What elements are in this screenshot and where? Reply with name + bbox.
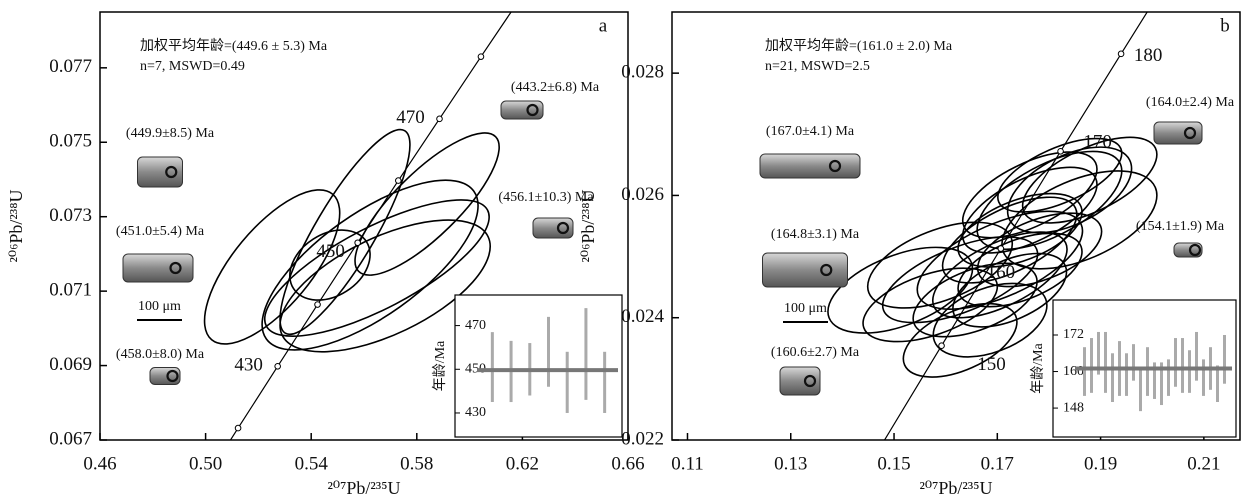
zircon-grain <box>123 254 193 282</box>
x-tick-label: 0.13 <box>774 453 807 474</box>
x-axis-label: ²⁰⁷Pb/²³⁵U <box>328 478 401 498</box>
inset-y-label: 年龄/Ma <box>1030 342 1046 393</box>
concordia-node <box>478 54 484 60</box>
concordia-age-label: 150 <box>977 354 1006 375</box>
concordia-node <box>315 302 321 308</box>
annotation: n=7, MSWD=0.49 <box>140 59 245 74</box>
x-tick-label: 0.21 <box>1187 453 1220 474</box>
concordia-age-label: 470 <box>396 107 425 128</box>
inset-tick-label: 160 <box>1063 364 1084 379</box>
zircon-age-label: (160.6±2.7) Ma <box>771 345 860 360</box>
concordia-age-label: 450 <box>316 241 345 262</box>
zircon-grain <box>760 154 860 178</box>
zircon-age-label: (451.0±5.4) Ma <box>116 224 205 239</box>
zircon-age-label: (154.1±1.9) Ma <box>1136 219 1225 234</box>
annotation: 加权平均年龄=(161.0 ± 2.0) Ma <box>765 38 953 54</box>
annotation: n=21, MSWD=2.5 <box>765 59 870 74</box>
x-tick-label: 0.66 <box>611 453 644 474</box>
concordia-age-label: 430 <box>234 355 263 376</box>
y-tick-label: 0.024 <box>621 306 664 327</box>
inset-tick-label: 148 <box>1063 400 1084 415</box>
zircon-grain <box>763 253 848 287</box>
zircon-age-label: (164.0±2.4) Ma <box>1146 95 1235 110</box>
zircon-age-label: (167.0±4.1) Ma <box>766 124 855 139</box>
zircon-grain <box>150 368 180 385</box>
panel-letter: b <box>1220 15 1230 36</box>
concordia-age-label: 180 <box>1134 45 1163 66</box>
concordia-node <box>275 364 281 370</box>
scale-bar-label: 100 μm <box>138 299 181 314</box>
error-ellipse <box>260 116 431 349</box>
y-tick-label: 0.077 <box>49 56 92 77</box>
inset-tick-label: 172 <box>1063 327 1084 342</box>
x-axis-label: ²⁰⁷Pb/²³⁵U <box>920 478 993 498</box>
error-ellipse <box>181 169 362 365</box>
zircon-age-label: (458.0±8.0) Ma <box>116 347 205 362</box>
concordia-node <box>437 116 443 122</box>
concordia-node <box>880 440 886 446</box>
y-tick-label: 0.069 <box>49 354 92 375</box>
x-tick-label: 0.58 <box>400 453 433 474</box>
annotation: 加权平均年龄=(449.6 ± 5.3) Ma <box>140 38 328 54</box>
figure: 0.46 0.50 0.54 0.58 0.62 0.66 0.067 0.069 0.071 0… <box>0 0 1253 499</box>
x-tick-label: 0.46 <box>83 453 116 474</box>
y-tick-label: 0.022 <box>621 428 664 449</box>
zircon-age-label: (164.8±3.1) Ma <box>771 227 860 242</box>
concordia-node <box>939 343 945 349</box>
x-tick-label: 0.54 <box>295 453 329 474</box>
x-tick-label: 0.62 <box>506 453 539 474</box>
inset-tick-label: 470 <box>465 318 486 333</box>
y-tick-label: 0.067 <box>49 428 92 449</box>
panel-letter: a <box>599 15 608 36</box>
concordia-node <box>1118 51 1124 57</box>
concordia-node <box>355 240 361 246</box>
y-tick-label: 0.071 <box>49 279 92 300</box>
zircon-age-label: (449.9±8.5) Ma <box>126 126 215 141</box>
x-tick-label: 0.11 <box>671 453 704 474</box>
concordia-node <box>235 425 241 431</box>
inset-y-label: 年龄/Ma <box>432 340 448 391</box>
y-tick-label: 0.073 <box>49 205 92 226</box>
concordia-age-label: 170 <box>1083 132 1112 153</box>
x-tick-label: 0.15 <box>877 453 910 474</box>
concordia-node <box>396 178 402 184</box>
concordia-node <box>998 246 1004 252</box>
y-tick-label: 0.026 <box>621 184 664 205</box>
y-axis-label: ²⁰⁶Pb/²³⁸U <box>578 190 598 263</box>
concordia-node <box>1058 148 1064 154</box>
scale-bar-label: 100 μm <box>784 301 827 316</box>
concordia-age-label: 160 <box>987 262 1016 283</box>
y-tick-label: 0.075 <box>49 131 92 152</box>
y-tick-label: 0.028 <box>621 62 664 83</box>
zircon-age-label: (443.2±6.8) Ma <box>511 80 600 95</box>
x-tick-label: 0.19 <box>1084 453 1117 474</box>
inset-tick-label: 430 <box>465 405 486 420</box>
concordia-node <box>196 487 202 493</box>
x-tick-label: 0.50 <box>189 453 222 474</box>
y-axis-label: ²⁰⁶Pb/²³⁸U <box>6 190 26 263</box>
x-tick-label: 0.17 <box>981 453 1014 474</box>
